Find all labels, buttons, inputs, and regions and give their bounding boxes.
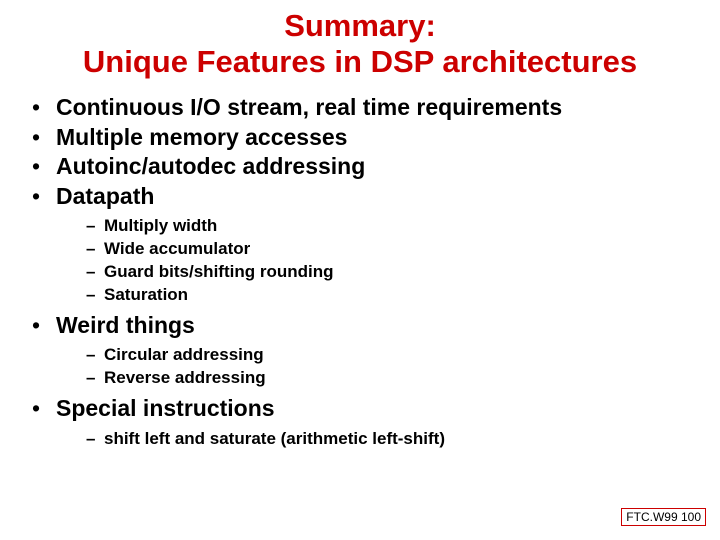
bullet-item: Special instructions shift left and satu… <box>32 394 700 450</box>
sub-bullet-item: Multiply width <box>86 215 700 238</box>
sub-bullet-item: Saturation <box>86 284 700 307</box>
bullet-label: Datapath <box>56 183 154 209</box>
footer-badge: FTC.W99 100 <box>621 508 706 526</box>
bullet-item: Multiple memory accesses <box>32 123 700 152</box>
bullet-item: Datapath Multiply width Wide accumulator… <box>32 182 700 307</box>
sub-bullet-item: Wide accumulator <box>86 238 700 261</box>
sub-bullet-item: Circular addressing <box>86 344 700 367</box>
sub-bullet-item: Guard bits/shifting rounding <box>86 261 700 284</box>
title-line-2: Unique Features in DSP architectures <box>83 44 637 79</box>
sub-bullet-list: Multiply width Wide accumulator Guard bi… <box>56 215 700 307</box>
slide: Summary: Unique Features in DSP architec… <box>0 0 720 540</box>
sub-bullet-item: shift left and saturate (arithmetic left… <box>86 428 700 451</box>
sub-bullet-list: shift left and saturate (arithmetic left… <box>56 428 700 451</box>
bullet-item: Autoinc/autodec addressing <box>32 152 700 181</box>
sub-bullet-item: Reverse addressing <box>86 367 700 390</box>
bullet-label: Weird things <box>56 312 195 338</box>
title-line-1: Summary: <box>284 8 436 43</box>
bullet-list: Continuous I/O stream, real time require… <box>20 93 700 450</box>
bullet-item: Continuous I/O stream, real time require… <box>32 93 700 122</box>
bullet-label: Special instructions <box>56 395 275 421</box>
sub-bullet-list: Circular addressing Reverse addressing <box>56 344 700 390</box>
bullet-item: Weird things Circular addressing Reverse… <box>32 311 700 390</box>
slide-title: Summary: Unique Features in DSP architec… <box>20 8 700 79</box>
